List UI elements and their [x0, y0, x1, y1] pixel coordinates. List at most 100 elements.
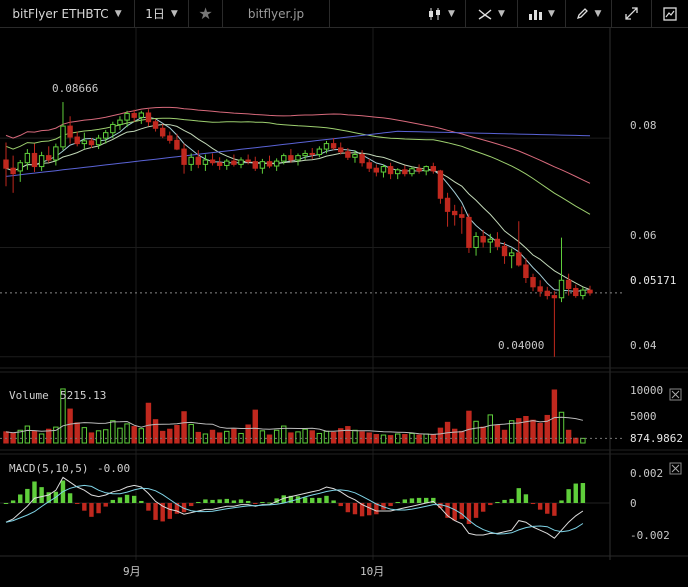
price-scale[interactable]: 0.08 0.06 0.04 0.05171	[630, 119, 676, 352]
macd-histogram-bar	[267, 502, 272, 504]
macd-histogram-bar	[423, 497, 429, 503]
candle-body	[430, 166, 437, 172]
fullscreen-button[interactable]	[612, 0, 652, 27]
volume-bar	[402, 434, 408, 444]
chevron-down-icon: ▼	[548, 8, 555, 19]
chevron-down-icon: ▼	[114, 8, 122, 19]
candle-body	[102, 132, 109, 139]
macd-histogram-bar	[374, 503, 379, 515]
macd-histogram-bar	[395, 501, 400, 503]
chevron-down-icon: ▼	[170, 8, 178, 19]
candle-body	[330, 143, 337, 149]
candle-body	[394, 169, 401, 175]
macd-histogram-bar	[174, 503, 180, 514]
volume-bar	[231, 428, 237, 444]
candle-body	[167, 135, 173, 141]
volume-bar	[145, 402, 152, 444]
snapshot-button[interactable]	[652, 0, 688, 27]
macd-line	[5, 476, 584, 539]
macd-histogram-bar	[96, 503, 101, 514]
candle-body	[544, 290, 550, 297]
volume-bar	[544, 414, 550, 444]
macd-histogram-bar	[495, 501, 500, 503]
volume-bar	[53, 426, 59, 444]
candlestick-series	[3, 102, 593, 357]
macd-histogram-bar	[523, 494, 529, 503]
macd-histogram-bar	[3, 503, 9, 504]
indicator-button[interactable]: ▼	[466, 0, 518, 27]
favorite-star-button[interactable]: ★	[189, 0, 223, 27]
candle-body	[60, 125, 66, 148]
chevron-down-icon: ▼	[448, 8, 455, 19]
macd-tick: -0.002	[630, 529, 670, 542]
symbol-selector[interactable]: bitFlyer ETHBTC ▼	[0, 0, 135, 27]
volume-bar	[309, 430, 315, 444]
volume-bar	[494, 425, 501, 444]
candle-body	[323, 143, 330, 150]
macd-histogram-bar	[131, 495, 137, 503]
volume-bar	[167, 428, 173, 444]
candle-body	[380, 166, 387, 173]
volume-bar	[24, 425, 31, 444]
volume-bar	[516, 418, 522, 444]
candle-body	[508, 252, 515, 257]
volume-bar	[195, 431, 202, 444]
candle-type-button[interactable]: ▼	[418, 0, 466, 27]
candle-body	[145, 112, 152, 123]
macd-signal-line	[5, 484, 584, 535]
macd-histogram-bar	[573, 483, 578, 503]
candle-body	[494, 238, 501, 247]
high-price-label: 0.08666	[52, 82, 98, 95]
macd-histogram-bar	[18, 494, 23, 503]
volume-bar	[81, 427, 88, 444]
candle-body	[530, 277, 536, 288]
interval-selector[interactable]: 1日 ▼	[135, 0, 189, 27]
macd-series	[0, 476, 610, 539]
volume-ma-line	[5, 416, 584, 435]
macd-panel-close-button[interactable]	[669, 462, 682, 475]
volume-bar	[224, 430, 230, 444]
macd-histogram-bar	[288, 495, 294, 503]
macd-histogram-bar	[537, 503, 543, 510]
macd-histogram-bar	[260, 501, 265, 503]
volume-bar	[181, 411, 187, 444]
volume-panel-close-button[interactable]	[669, 388, 682, 401]
draw-tools-button[interactable]: ▼	[566, 0, 612, 27]
volume-bar	[17, 429, 23, 444]
candle-body	[224, 160, 230, 166]
source-label[interactable]: bitflyer.jp	[223, 0, 330, 27]
candle-body	[188, 156, 194, 165]
volume-bar	[281, 425, 287, 444]
candle-body	[309, 152, 315, 156]
macd-histogram-bar	[196, 501, 201, 503]
macd-histogram-bar	[110, 499, 116, 503]
candle-body	[487, 238, 494, 243]
macd-histogram-bar	[580, 483, 586, 503]
volume-bar	[580, 437, 586, 444]
volume-legend-label: Volume	[9, 389, 49, 402]
candle-body	[373, 167, 380, 173]
candle-body	[402, 169, 408, 175]
candle-body	[409, 168, 415, 175]
macd-histogram-bar	[203, 499, 208, 503]
macd-histogram-bar	[338, 503, 343, 507]
volume-bar	[131, 426, 137, 444]
macd-histogram-bar	[238, 499, 244, 503]
compare-button[interactable]: ▼	[518, 0, 566, 27]
candle-body	[159, 127, 166, 137]
interval-label: 1日	[145, 7, 165, 21]
candle-body	[288, 155, 294, 161]
macd-histogram-bar	[245, 500, 251, 503]
macd-histogram-bar	[488, 503, 493, 506]
candle-body	[181, 148, 187, 165]
price-chart[interactable]: 0.08 0.06 0.04 0.05171 0.08666 0.04000 V…	[0, 27, 688, 587]
volume-bar	[174, 425, 180, 444]
volume-tick: 5000	[630, 410, 657, 423]
volume-bar	[60, 388, 66, 444]
macd-histogram-bar	[302, 497, 308, 503]
macd-histogram-bar	[103, 503, 108, 507]
candle-body	[252, 161, 258, 169]
volume-bar	[530, 419, 536, 444]
draw-pen-icon	[576, 8, 588, 20]
volume-bar	[380, 434, 387, 444]
